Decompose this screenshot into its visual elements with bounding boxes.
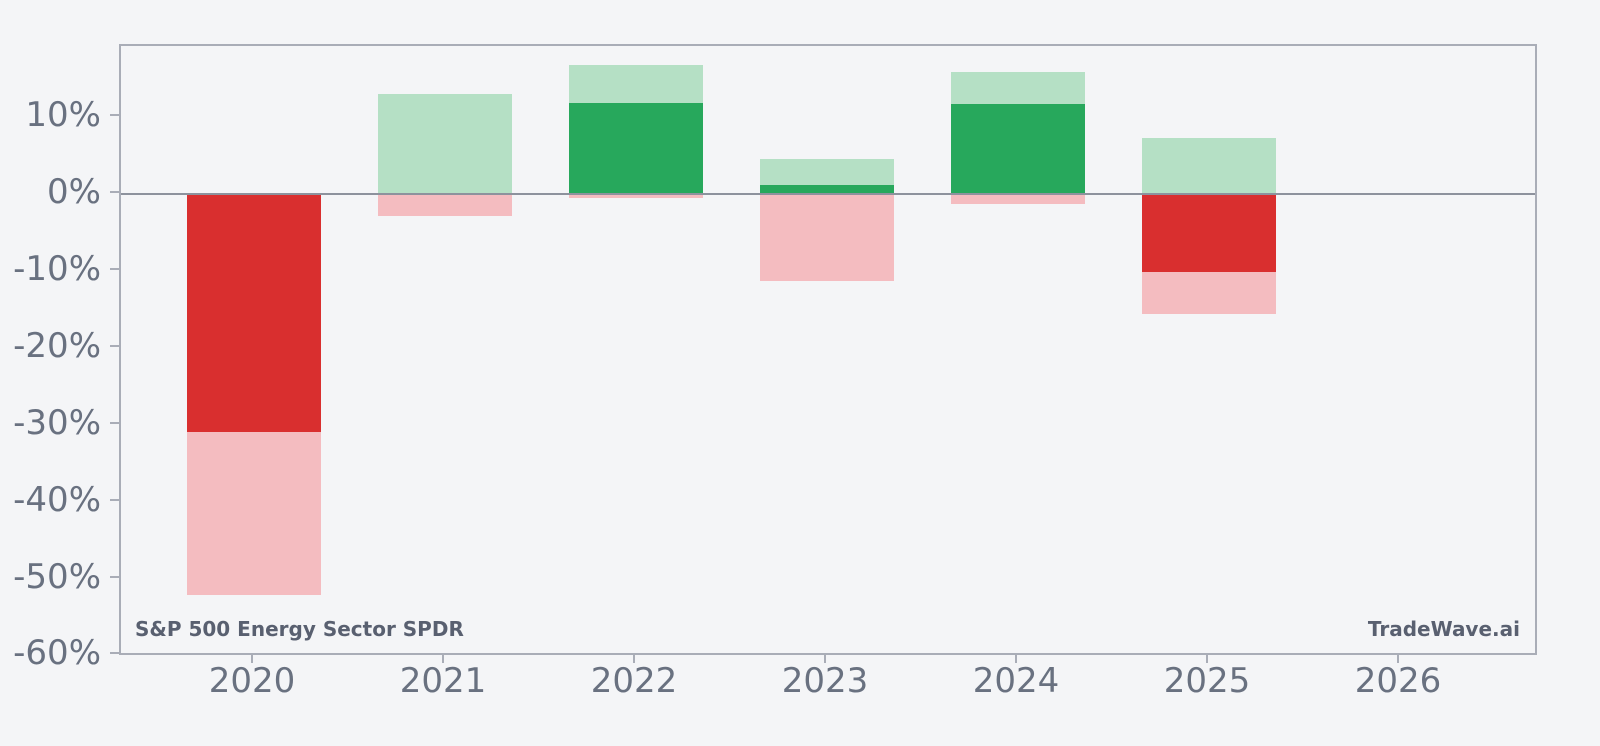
zero-baseline	[121, 192, 1535, 195]
x-tick-label: 2020	[208, 661, 296, 701]
return-bar-positive	[760, 185, 894, 194]
y-tick-mark	[110, 498, 119, 501]
y-tick-label: -30%	[13, 402, 101, 443]
y-tick-label: -60%	[13, 633, 101, 674]
x-tick-mark	[442, 655, 444, 663]
x-tick-label: 2021	[399, 661, 487, 701]
range-bar-negative	[569, 193, 703, 199]
y-tick-label: -10%	[13, 248, 101, 289]
x-tick-mark	[824, 655, 826, 663]
x-tick-mark	[633, 655, 635, 663]
y-tick-mark	[110, 652, 119, 655]
return-bar-positive	[569, 102, 703, 194]
y-tick-label: -50%	[13, 556, 101, 597]
x-tick-label: 2025	[1163, 661, 1251, 701]
y-tick-mark	[110, 421, 119, 424]
y-tick-mark	[110, 267, 119, 270]
range-bar-negative	[760, 193, 894, 281]
x-tick-label: 2026	[1354, 661, 1442, 701]
x-tick-label: 2024	[972, 661, 1060, 701]
x-tick-mark	[1206, 655, 1208, 663]
x-tick-mark	[251, 655, 253, 663]
range-bar-positive	[378, 93, 512, 194]
plot-area: S&P 500 Energy Sector SPDR TradeWave.ai	[119, 44, 1537, 655]
x-tick-mark	[1015, 655, 1017, 663]
y-tick-mark	[110, 113, 119, 116]
range-bar-negative	[378, 193, 512, 217]
x-tick-label: 2023	[781, 661, 869, 701]
return-bar-positive	[951, 104, 1085, 194]
y-tick-mark	[110, 190, 119, 193]
y-tick-label: -20%	[13, 325, 101, 366]
y-tick-label: 0%	[47, 171, 101, 212]
return-bar-negative	[187, 193, 321, 433]
range-bar-positive	[1142, 138, 1276, 194]
return-bar-negative	[1142, 193, 1276, 273]
chart-title: S&P 500 Energy Sector SPDR	[135, 617, 464, 641]
x-tick-mark	[1397, 655, 1399, 663]
range-bar-negative	[951, 193, 1085, 204]
watermark: TradeWave.ai	[1367, 617, 1520, 641]
y-tick-mark	[110, 575, 119, 578]
y-tick-label: 10%	[25, 94, 101, 135]
bars-layer	[121, 46, 1535, 653]
y-tick-mark	[110, 344, 119, 347]
x-tick-label: 2022	[590, 661, 678, 701]
y-tick-label: -40%	[13, 479, 101, 520]
